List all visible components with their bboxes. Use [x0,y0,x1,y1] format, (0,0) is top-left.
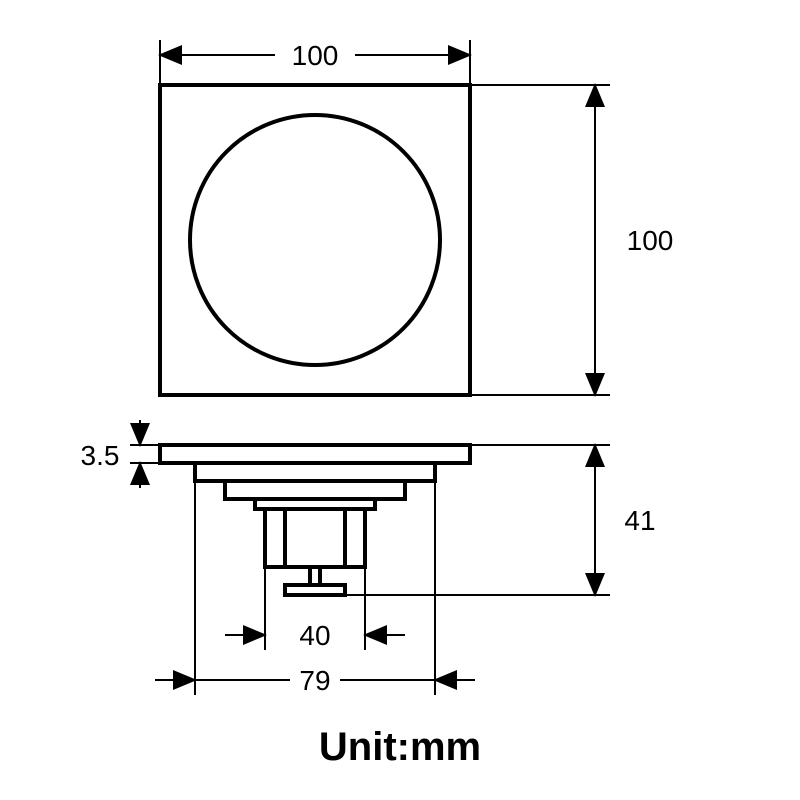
side-view [160,445,470,595]
square-outline [160,85,470,395]
dim-79-label: 79 [299,665,330,696]
dim-100-right: 100 [472,85,673,395]
dim-40-label: 40 [299,620,330,651]
dim-3-5: 3.5 [81,420,158,488]
dim-3-5-label: 3.5 [81,440,120,471]
dim-41-label: 41 [624,505,655,536]
dim-40: 40 [225,569,405,651]
dim-100-top: 100 [160,40,470,83]
dim-41: 41 [347,445,656,595]
dim-79: 79 [155,483,475,696]
dim-100-top-label: 100 [292,40,339,71]
dim-100-right-label: 100 [627,225,674,256]
technical-drawing: 100 100 3.5 4 [0,0,800,800]
unit-label: Unit:mm [319,725,481,769]
top-view [160,85,470,395]
circle-outline [190,115,440,365]
